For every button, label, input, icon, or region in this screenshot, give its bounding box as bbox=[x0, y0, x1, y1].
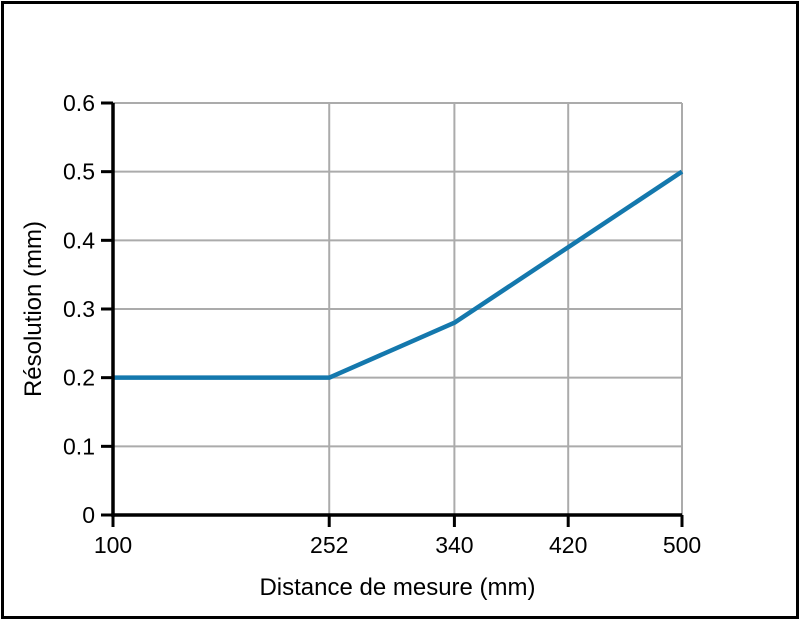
y-tick-label: 0.1 bbox=[63, 433, 95, 459]
series-line bbox=[113, 169, 684, 380]
x-axis-title: Distance de mesure (mm) bbox=[259, 574, 536, 601]
y-tick-label: 0.4 bbox=[63, 227, 95, 253]
x-tick-label: 252 bbox=[310, 532, 348, 558]
y-tick-label: 0.6 bbox=[63, 90, 95, 116]
x-tick-label: 500 bbox=[663, 532, 701, 558]
x-tick-label: 100 bbox=[94, 532, 132, 558]
y-tick-label: 0 bbox=[82, 502, 95, 528]
x-tick-label: 420 bbox=[549, 532, 587, 558]
y-tick-label: 0.2 bbox=[63, 365, 95, 391]
x-tick-label: 340 bbox=[435, 532, 473, 558]
y-axis-title: Résolution (mm) bbox=[20, 220, 47, 398]
y-tick-label: 0.3 bbox=[63, 296, 95, 322]
y-tick-label: 0.5 bbox=[63, 159, 95, 185]
